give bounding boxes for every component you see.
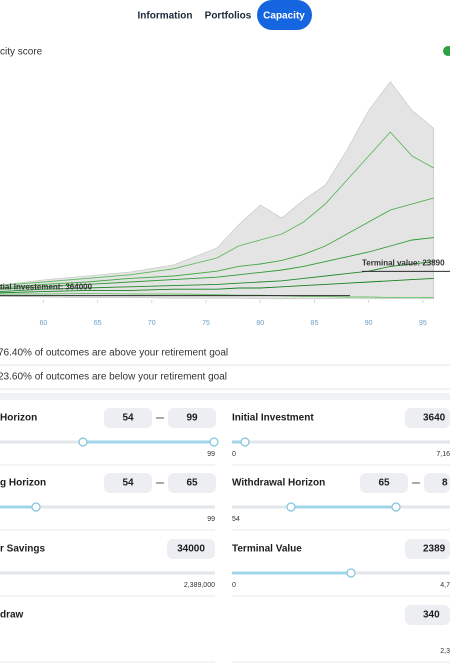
input-box[interactable] — [360, 473, 408, 493]
input-value[interactable]: 65 — [186, 478, 198, 489]
x-tick-label: 70 — [148, 320, 156, 327]
input-value[interactable]: 8 — [442, 478, 448, 489]
slider-min: 0 — [232, 582, 236, 589]
x-tick-label: 75 — [202, 320, 210, 327]
slider-min: 0 — [232, 451, 236, 458]
slider-max: 2,389,000 — [184, 582, 215, 589]
slider-thumb[interactable] — [391, 502, 401, 512]
input-value[interactable]: 2389 — [423, 544, 446, 555]
status-icon — [443, 46, 450, 56]
simulation-line — [0, 261, 434, 293]
input-box[interactable] — [168, 473, 216, 493]
outcome-text: 23.60% of outcomes are below your retire… — [0, 372, 227, 383]
chart-title: city score — [0, 47, 43, 58]
slider-thumb[interactable] — [346, 568, 356, 578]
slider-max: 99 — [207, 451, 215, 458]
input-box[interactable] — [405, 605, 450, 625]
x-tick-label: 65 — [94, 320, 102, 327]
slider-max: 4,7 — [440, 582, 450, 589]
input-box[interactable] — [168, 408, 216, 428]
slider-thumb[interactable] — [286, 502, 296, 512]
input-box[interactable] — [405, 408, 450, 428]
slider-thumb[interactable] — [31, 502, 41, 512]
slider-thumb[interactable] — [240, 437, 250, 447]
input-box[interactable] — [104, 408, 152, 428]
x-tick-label: 60 — [39, 320, 47, 327]
slider-thumb[interactable] — [78, 437, 88, 447]
input-box[interactable] — [104, 473, 152, 493]
control-label: Initial Investment — [232, 413, 314, 424]
control-label: g Horizon — [0, 478, 46, 489]
simulation-line — [0, 197, 434, 289]
control-label: Terminal Value — [232, 544, 302, 555]
divider — [0, 393, 450, 400]
input-value[interactable]: 99 — [186, 413, 198, 424]
input-value[interactable]: 54 — [122, 413, 134, 424]
x-tick-label: 80 — [256, 320, 264, 327]
input-value[interactable]: 340 — [423, 610, 440, 621]
slider-min: 54 — [232, 516, 240, 523]
input-value[interactable]: 34000 — [177, 544, 205, 555]
simulation-line — [0, 131, 434, 287]
slider-max: 7,16 — [436, 451, 450, 458]
input-value[interactable]: 65 — [378, 478, 390, 489]
input-box[interactable] — [405, 539, 450, 559]
control-label: draw — [0, 610, 24, 621]
slider-max: 2,3 — [440, 648, 450, 655]
active-tab-pill — [257, 0, 312, 30]
tab[interactable]: Information — [138, 11, 193, 22]
outcome-band — [0, 81, 435, 300]
simulation-line — [0, 237, 434, 290]
x-tick-label: 90 — [365, 320, 373, 327]
reference-label: tial Investement: 364000 — [0, 283, 93, 292]
slider-max: 99 — [207, 516, 215, 523]
control-label: Horizon — [0, 413, 37, 424]
input-box[interactable] — [167, 539, 215, 559]
control-label: Withdrawal Horizon — [232, 478, 325, 489]
reference-label: Terminal value: 23890 — [362, 258, 445, 267]
slider-thumb[interactable] — [209, 437, 219, 447]
input-value[interactable]: 54 — [122, 478, 134, 489]
tab[interactable]: Capacity — [263, 11, 305, 22]
simulation-line — [0, 277, 434, 294]
x-tick-label: 85 — [311, 320, 319, 327]
x-tick-label: 95 — [419, 320, 427, 327]
outcome-text: 76.40% of outcomes are above your retire… — [0, 348, 228, 359]
input-value[interactable]: 3640 — [423, 413, 446, 424]
control-label: r Savings — [0, 544, 45, 555]
input-box[interactable] — [424, 473, 450, 493]
tab[interactable]: Portfolios — [205, 11, 252, 22]
